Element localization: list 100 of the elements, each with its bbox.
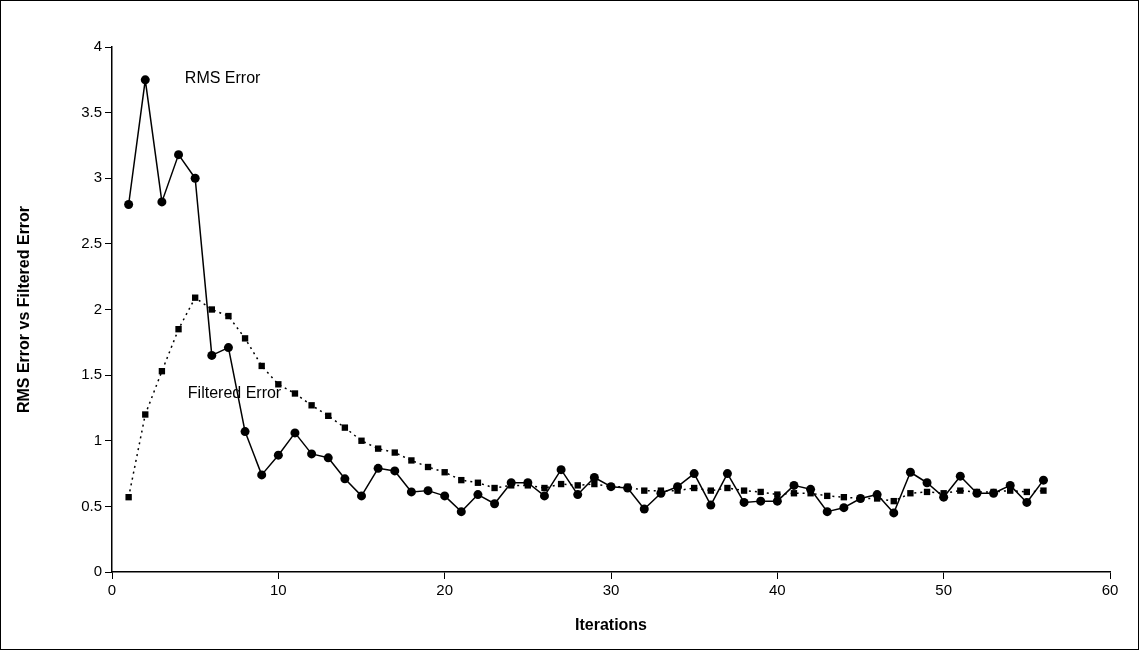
point — [922, 478, 932, 488]
point — [706, 500, 716, 510]
point — [772, 496, 782, 506]
point — [806, 484, 816, 494]
point — [707, 487, 714, 494]
point — [223, 343, 233, 353]
point — [191, 294, 199, 301]
point — [157, 197, 167, 207]
point — [341, 424, 349, 431]
point — [757, 488, 764, 496]
y-tick-label: 0 — [93, 562, 102, 580]
point — [1040, 487, 1047, 494]
point — [423, 486, 433, 496]
point — [174, 150, 184, 160]
point — [323, 453, 333, 463]
point — [739, 497, 749, 507]
y-tick-label: 1.5 — [81, 365, 102, 383]
point — [541, 484, 548, 492]
point — [789, 480, 799, 490]
x-tick-label: 0 — [107, 581, 117, 599]
x-tick-label: 20 — [436, 581, 454, 599]
point — [889, 508, 899, 518]
point — [573, 490, 583, 500]
point — [591, 480, 598, 488]
point — [490, 499, 500, 509]
point — [822, 507, 832, 517]
point — [641, 487, 648, 494]
point — [1038, 475, 1048, 485]
point — [408, 457, 415, 464]
point — [208, 306, 215, 313]
y-tick-label: 4 — [93, 37, 102, 55]
point — [840, 494, 848, 501]
point — [907, 490, 914, 497]
point — [307, 449, 317, 459]
point — [406, 487, 416, 497]
point — [340, 474, 350, 484]
point — [955, 471, 965, 481]
point — [258, 362, 265, 370]
point — [491, 484, 498, 492]
point — [325, 412, 332, 419]
point — [142, 411, 149, 418]
point — [291, 390, 299, 397]
x-axis-title: Iterations — [574, 615, 648, 633]
x-tick-label: 10 — [269, 581, 287, 599]
point — [358, 437, 365, 444]
point — [290, 428, 300, 438]
point — [308, 402, 315, 409]
point — [175, 326, 182, 333]
point — [241, 335, 249, 342]
text: RMS Error — [184, 68, 262, 86]
point — [1005, 480, 1015, 490]
point — [257, 470, 267, 480]
point — [722, 469, 732, 479]
y-tick-label: 1 — [93, 430, 102, 448]
y-tick-label: 3.5 — [81, 102, 102, 120]
point — [923, 488, 931, 496]
point — [273, 450, 283, 460]
point — [390, 466, 400, 476]
point — [456, 507, 466, 517]
point — [557, 480, 565, 488]
point — [905, 467, 915, 477]
point — [957, 487, 964, 494]
point — [124, 200, 134, 209]
point — [225, 312, 232, 320]
y-tick-label: 0.5 — [81, 496, 102, 514]
point — [391, 449, 398, 456]
point — [689, 469, 699, 479]
point — [539, 491, 549, 501]
point — [639, 504, 649, 514]
y-tick-label: 2.5 — [81, 234, 102, 252]
point — [374, 445, 382, 452]
point — [574, 482, 581, 489]
point — [740, 487, 748, 494]
point — [506, 478, 516, 488]
point — [473, 490, 483, 500]
y-axis-title: RMS Error vs Filtered Error — [15, 205, 33, 414]
y-tick-label: 3 — [93, 168, 102, 186]
point — [589, 473, 599, 482]
point — [207, 350, 217, 360]
point — [724, 484, 731, 492]
point — [440, 491, 450, 501]
point — [1023, 488, 1031, 496]
point — [140, 75, 150, 85]
y-tick-label: 2 — [93, 299, 102, 317]
point — [240, 427, 250, 437]
x-tick-label: 60 — [1101, 581, 1119, 599]
x-tick-label: 50 — [935, 581, 953, 599]
point — [190, 173, 200, 183]
point — [158, 368, 166, 375]
point — [756, 496, 766, 506]
point — [441, 469, 448, 476]
point — [1022, 497, 1032, 507]
point — [556, 465, 566, 475]
x-tick-label: 40 — [768, 581, 786, 599]
point — [656, 488, 666, 498]
point — [839, 503, 849, 513]
point — [357, 491, 366, 501]
point — [125, 494, 132, 501]
point — [373, 463, 383, 473]
point — [523, 478, 533, 488]
